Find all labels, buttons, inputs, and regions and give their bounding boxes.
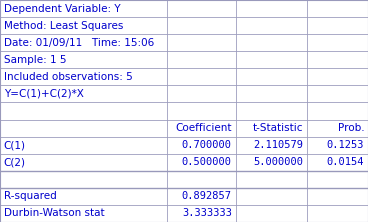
Bar xyxy=(167,188,236,205)
Bar xyxy=(236,188,307,205)
Text: 0.500000: 0.500000 xyxy=(182,157,232,167)
Bar xyxy=(236,103,307,119)
Text: C(1): C(1) xyxy=(4,140,26,150)
Bar xyxy=(0,34,167,51)
Text: 5.000000: 5.000000 xyxy=(254,157,304,167)
Bar xyxy=(236,205,307,222)
Bar xyxy=(0,68,167,85)
Bar xyxy=(0,17,167,34)
Bar xyxy=(167,154,236,171)
Text: R-squared: R-squared xyxy=(4,191,56,201)
Bar xyxy=(307,137,368,154)
Text: 0.0154: 0.0154 xyxy=(327,157,364,167)
Bar xyxy=(236,171,307,188)
Bar xyxy=(307,119,368,137)
Bar xyxy=(0,188,167,205)
Bar xyxy=(236,119,307,137)
Bar xyxy=(0,51,167,68)
Bar xyxy=(167,34,236,51)
Text: Sample: 1 5: Sample: 1 5 xyxy=(4,55,66,65)
Text: Date: 01/09/11   Time: 15:06: Date: 01/09/11 Time: 15:06 xyxy=(4,38,154,48)
Text: Prob.: Prob. xyxy=(338,123,364,133)
Bar xyxy=(307,103,368,119)
Text: Included observations: 5: Included observations: 5 xyxy=(4,72,132,82)
Bar xyxy=(236,137,307,154)
Bar xyxy=(167,68,236,85)
Bar xyxy=(167,85,236,103)
Bar xyxy=(0,205,167,222)
Bar xyxy=(236,51,307,68)
Bar xyxy=(307,205,368,222)
Text: t-Statistic: t-Statistic xyxy=(253,123,304,133)
Text: Method: Least Squares: Method: Least Squares xyxy=(4,21,123,31)
Bar xyxy=(167,137,236,154)
Bar xyxy=(167,103,236,119)
Bar xyxy=(167,17,236,34)
Bar xyxy=(307,68,368,85)
Bar xyxy=(0,154,167,171)
Text: 3.333333: 3.333333 xyxy=(182,208,232,218)
Bar xyxy=(167,171,236,188)
Bar xyxy=(0,85,167,103)
Bar xyxy=(167,0,236,17)
Bar xyxy=(0,119,167,137)
Bar xyxy=(307,85,368,103)
Bar xyxy=(307,34,368,51)
Bar xyxy=(307,51,368,68)
Text: 0.1253: 0.1253 xyxy=(327,140,364,150)
Bar xyxy=(167,119,236,137)
Text: 0.700000: 0.700000 xyxy=(182,140,232,150)
Bar xyxy=(167,205,236,222)
Bar xyxy=(0,103,167,119)
Bar xyxy=(307,0,368,17)
Bar xyxy=(236,0,307,17)
Bar xyxy=(236,17,307,34)
Bar xyxy=(0,171,167,188)
Bar xyxy=(307,17,368,34)
Text: 2.110579: 2.110579 xyxy=(254,140,304,150)
Bar xyxy=(307,171,368,188)
Bar xyxy=(307,154,368,171)
Text: Coefficient: Coefficient xyxy=(175,123,232,133)
Text: C(2): C(2) xyxy=(4,157,26,167)
Bar xyxy=(236,154,307,171)
Bar xyxy=(236,68,307,85)
Bar xyxy=(307,188,368,205)
Bar xyxy=(167,51,236,68)
Bar xyxy=(0,0,167,17)
Text: 0.892857: 0.892857 xyxy=(182,191,232,201)
Bar xyxy=(0,137,167,154)
Bar xyxy=(236,34,307,51)
Text: Durbin-Watson stat: Durbin-Watson stat xyxy=(4,208,104,218)
Text: Y=C(1)+C(2)*X: Y=C(1)+C(2)*X xyxy=(4,89,84,99)
Text: Dependent Variable: Y: Dependent Variable: Y xyxy=(4,4,120,14)
Bar xyxy=(236,85,307,103)
